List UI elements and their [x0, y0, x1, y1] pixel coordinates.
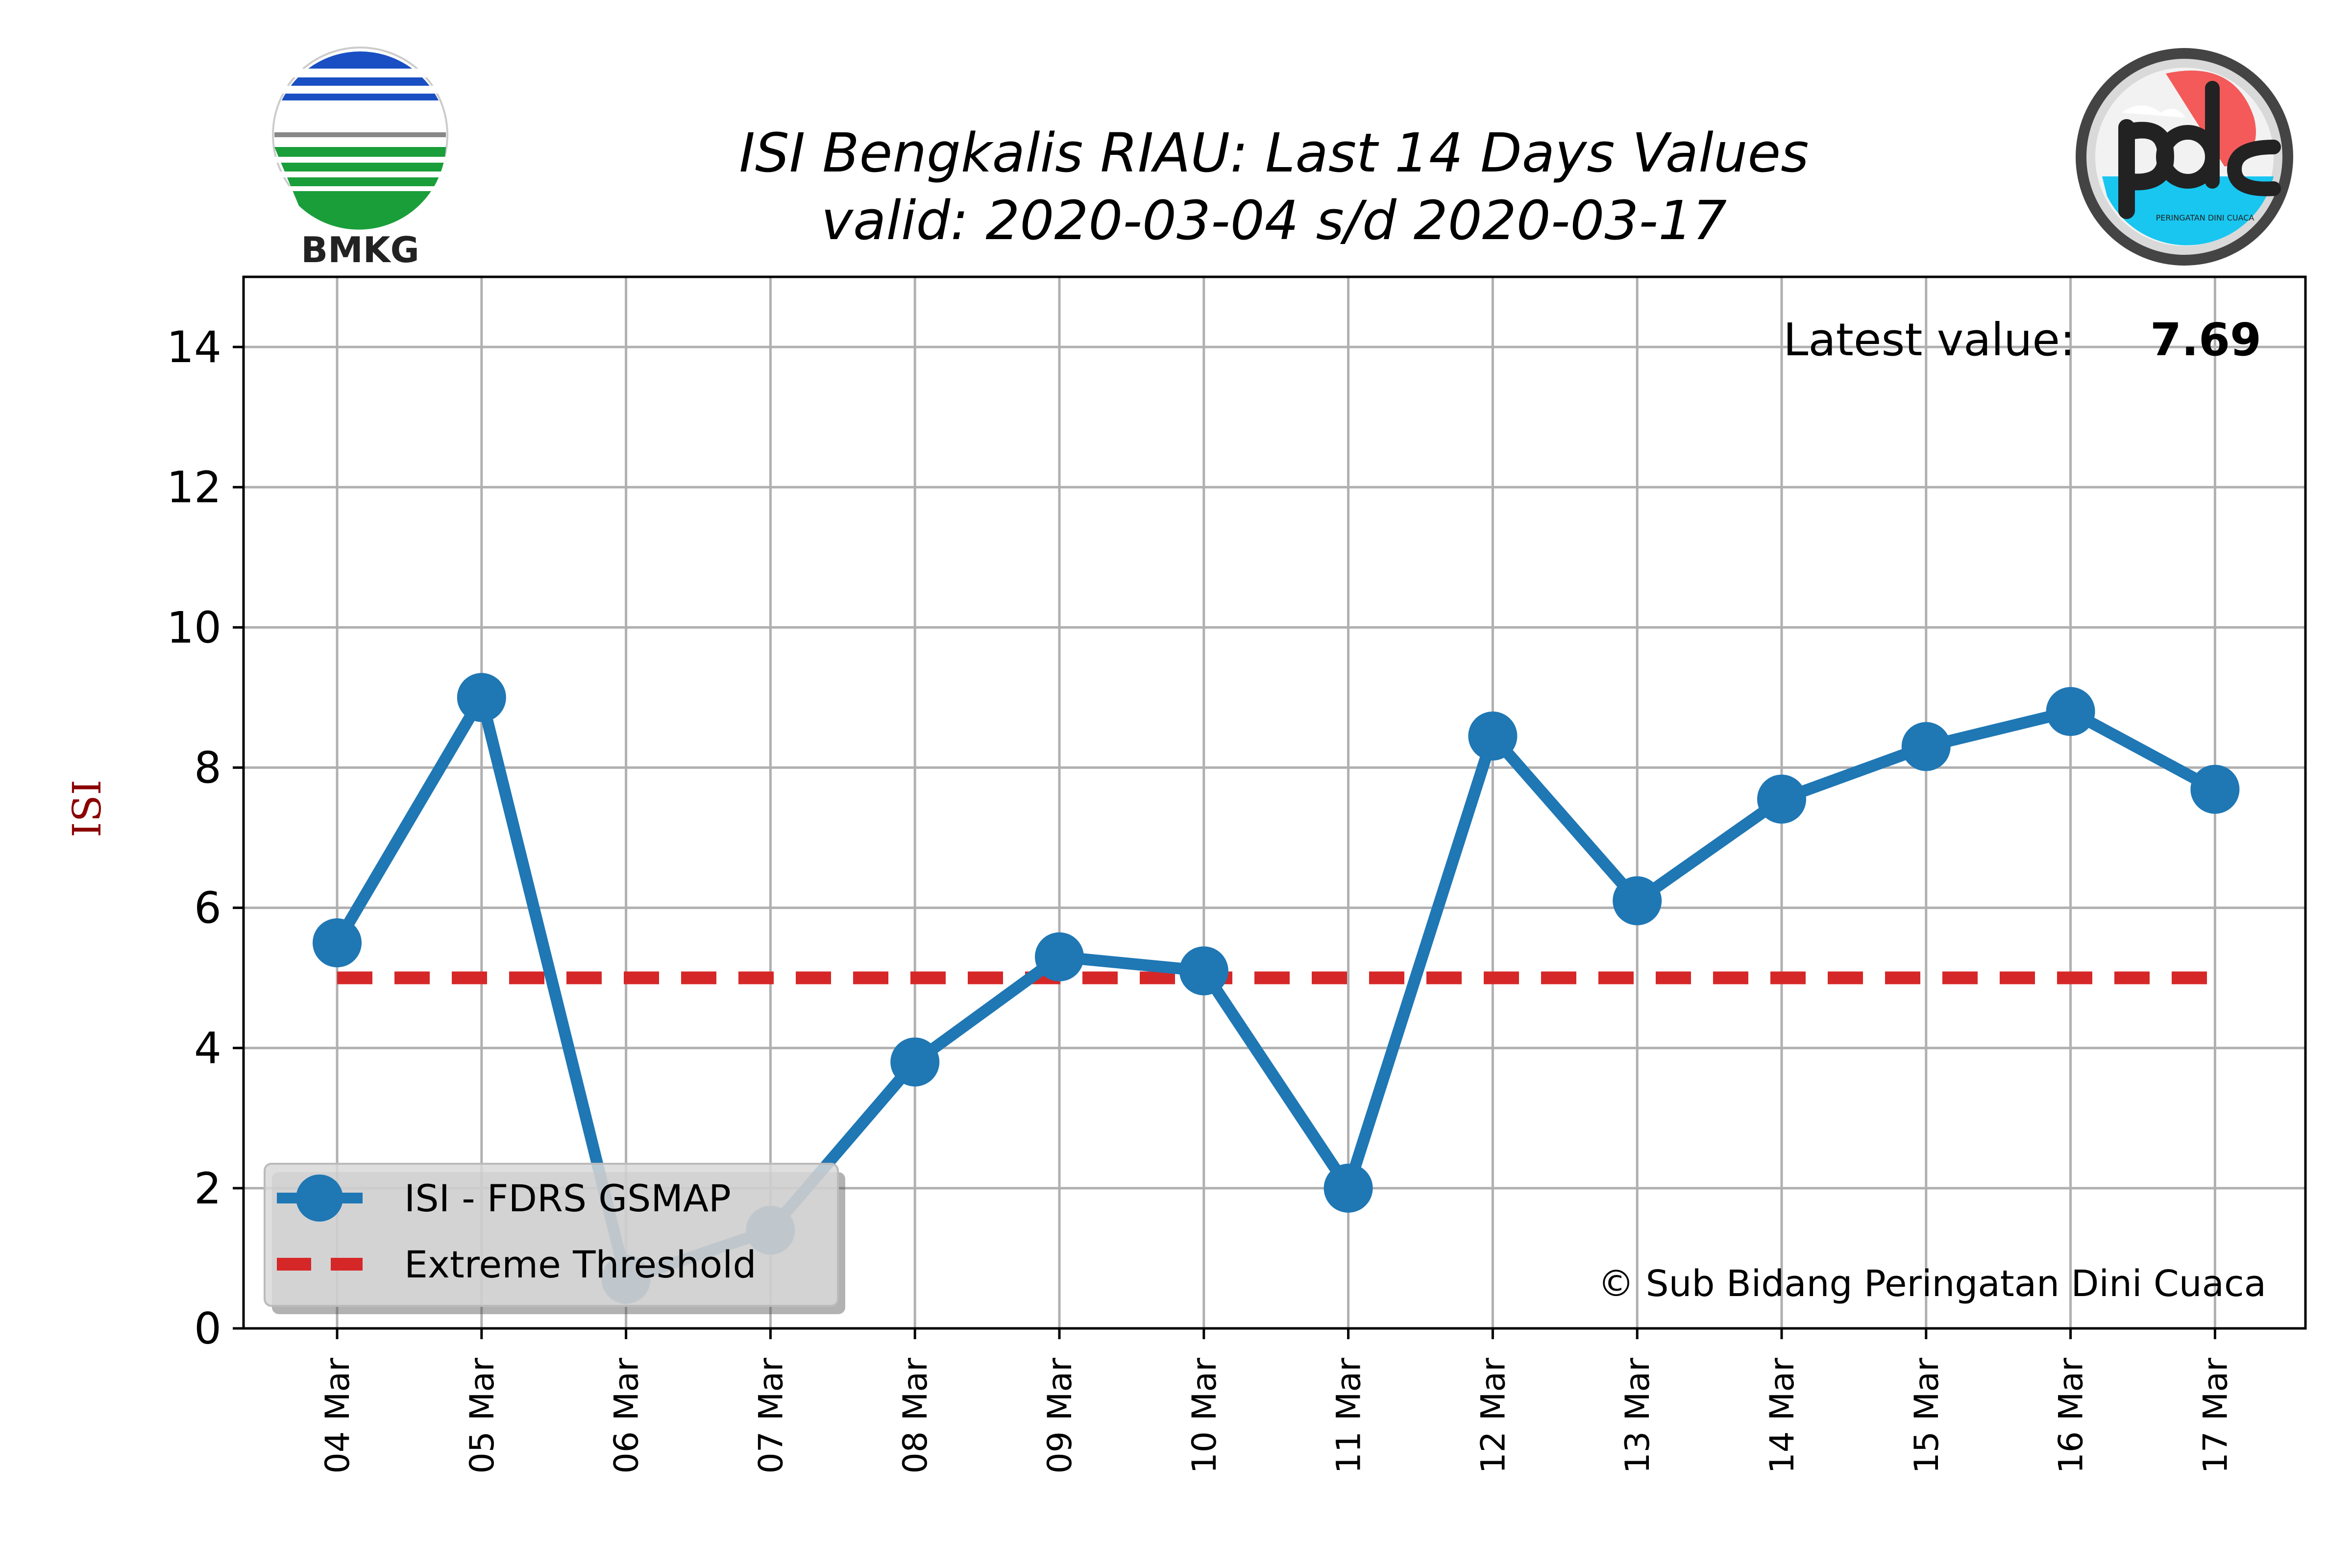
y-tick-label: 10 — [167, 602, 221, 653]
x-tick-label: 05 Mar — [463, 1358, 502, 1473]
isi-point — [457, 673, 506, 722]
x-tick-label: 12 Mar — [1474, 1358, 1513, 1473]
y-tick-label: 4 — [194, 1023, 221, 1074]
legend-isi-label: ISI - FDRS GSMAP — [404, 1176, 731, 1220]
isi-point — [1468, 711, 1518, 761]
pdc-logo: PERINGATAN DINI CUACA — [2076, 48, 2293, 266]
x-tick-label: 15 Mar — [1908, 1358, 1946, 1473]
legend-item-isi: ISI - FDRS GSMAP — [277, 1175, 731, 1222]
y-tick-label: 14 — [167, 322, 221, 372]
x-tick-label: 09 Mar — [1041, 1358, 1079, 1473]
isi-point — [2190, 764, 2240, 814]
y-tick-label: 6 — [194, 883, 221, 933]
y-tick-label: 2 — [194, 1163, 221, 1214]
x-tick-label: 08 Mar — [896, 1358, 935, 1473]
isi-point — [1901, 722, 1951, 771]
y-tick-label: 8 — [194, 742, 221, 793]
legend-isi-marker — [296, 1175, 343, 1222]
bmkg-logo-text: BMKG — [301, 229, 419, 270]
latest-value-number: 7.69 — [2150, 314, 2261, 366]
y-tick-label: 0 — [194, 1303, 221, 1354]
pdc-logo-text: PERINGATAN DINI CUACA — [2156, 213, 2254, 222]
isi-point — [2046, 687, 2095, 736]
plot-frame — [242, 275, 2307, 1330]
x-tick-label: 04 Mar — [318, 1358, 357, 1473]
x-axis-ticks: 04 Mar 05 Mar 06 Mar 07 Mar 08 Mar 09 Mar 10 M… — [318, 1328, 2235, 1473]
chart-subtitle: valid: 2020-03-04 s/d 2020-03-17 — [821, 189, 1727, 252]
x-tick-label: 10 Mar — [1185, 1358, 1224, 1473]
isi-point — [1035, 932, 1084, 981]
x-tick-label: 13 Mar — [1618, 1358, 1657, 1473]
isi-point — [890, 1037, 940, 1087]
legend-item-threshold: Extreme Threshold — [277, 1243, 757, 1286]
latest-value-annotation: Latest value: 7.69 — [1783, 314, 2261, 366]
x-tick-label: 06 Mar — [608, 1358, 646, 1473]
isi-point — [313, 918, 362, 968]
isi-point — [1179, 946, 1228, 996]
legend: ISI - FDRS GSMAP Extreme Threshold — [264, 1163, 845, 1314]
isi-point — [1613, 876, 1662, 926]
x-tick-label: 14 Mar — [1763, 1358, 1802, 1473]
latest-value-label: Latest value: — [1783, 314, 2075, 366]
isi-point — [1757, 774, 1806, 824]
isi-point — [1323, 1163, 1373, 1213]
x-tick-label: 11 Mar — [1330, 1358, 1369, 1473]
legend-threshold-label: Extreme Threshold — [404, 1243, 757, 1286]
y-axis-label: ISI — [64, 780, 110, 837]
x-tick-label: 16 Mar — [2052, 1358, 2091, 1473]
x-tick-label: 07 Mar — [752, 1358, 790, 1473]
y-tick-label: 12 — [167, 462, 221, 513]
copyright-text: © Sub Bidang Peringatan Dini Cuaca — [1598, 1263, 2266, 1305]
x-tick-label: 17 Mar — [2196, 1358, 2235, 1473]
bmkg-logo: BMKG — [272, 47, 448, 270]
chart-title: ISI Bengkalis RIAU: Last 14 Days Values — [739, 122, 1809, 184]
y-axis-ticks: 0 2 4 6 8 10 12 14 — [167, 322, 244, 1354]
